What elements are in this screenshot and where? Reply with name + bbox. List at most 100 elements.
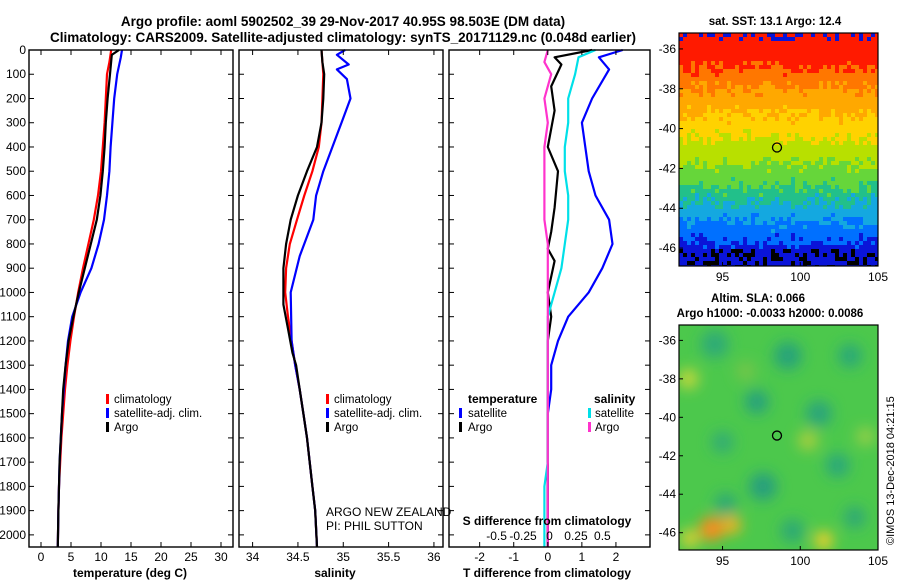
sst-cell <box>743 241 748 246</box>
sst-cell <box>683 145 688 150</box>
t-difference-xlabel: T difference from climatology <box>463 566 631 580</box>
sst-cell <box>731 225 736 230</box>
sst-cell <box>719 249 724 254</box>
sst-cell <box>759 145 764 150</box>
sst-cell <box>859 57 864 62</box>
sst-cell <box>867 185 872 190</box>
sst-cell <box>875 33 878 38</box>
sst-cell <box>843 161 848 166</box>
sst-cell <box>767 109 772 114</box>
sst-cell <box>703 249 708 254</box>
sst-cell <box>683 113 688 118</box>
sst-cell <box>843 213 848 218</box>
sst-cell <box>863 45 868 50</box>
sst-cell <box>859 257 864 262</box>
sst-cell <box>835 225 840 230</box>
sst-cell <box>815 137 820 142</box>
sst-cell <box>727 37 732 42</box>
sst-cell <box>803 65 808 70</box>
sst-cell <box>707 177 712 182</box>
sst-cell <box>871 249 876 254</box>
sst-cell <box>751 257 756 262</box>
sst-cell <box>755 225 760 230</box>
sst-cell <box>827 161 832 166</box>
sst-cell <box>859 225 864 230</box>
sst-cell <box>811 49 816 54</box>
sst-cell <box>723 53 728 58</box>
sst-cell <box>699 253 704 258</box>
sst-cell <box>707 149 712 154</box>
sst-cell <box>743 205 748 210</box>
sst-cell <box>723 41 728 46</box>
sst-cell <box>731 149 736 154</box>
y-tick-label: 1900 <box>0 504 26 518</box>
sst-cell <box>819 245 824 250</box>
sst-cell <box>763 209 768 214</box>
sst-cell <box>823 201 828 206</box>
sst-cell <box>707 81 712 86</box>
sst-cell <box>823 177 828 182</box>
sst-cell <box>771 137 776 142</box>
sst-cell <box>775 89 780 94</box>
sst-cell <box>819 153 824 158</box>
sst-cell <box>859 197 864 202</box>
sst-cell <box>747 73 752 78</box>
sst-cell <box>735 241 740 246</box>
sst-cell <box>847 157 852 162</box>
sst-cell <box>803 193 808 198</box>
sst-cell <box>731 121 736 126</box>
sst-cell <box>739 193 744 198</box>
sst-cell <box>831 257 836 262</box>
sst-cell <box>747 81 752 86</box>
s-tick-label: -0.25 <box>509 529 537 543</box>
sst-cell <box>763 213 768 218</box>
sst-cell <box>779 81 784 86</box>
s-tick-label: -0.5 <box>486 529 507 543</box>
sst-cell <box>787 61 792 66</box>
sst-cell <box>695 45 700 50</box>
sst-cell <box>691 233 696 238</box>
sst-cell <box>863 149 868 154</box>
sla-blob <box>856 427 875 446</box>
sst-cell <box>795 137 800 142</box>
sst-cell <box>839 193 844 198</box>
sst-cell <box>795 197 800 202</box>
sst-cell <box>767 85 772 90</box>
sst-cell <box>859 185 864 190</box>
sst-cell <box>763 185 768 190</box>
sst-cell <box>695 257 700 262</box>
sst-cell <box>795 225 800 230</box>
sst-cell <box>743 69 748 74</box>
sst-cell <box>731 181 736 186</box>
sst-cell <box>751 253 756 258</box>
sst-cell <box>683 65 688 70</box>
sst-cell <box>855 261 860 266</box>
sst-cell <box>871 217 876 222</box>
sst-cell <box>691 77 696 82</box>
sst-cell <box>835 157 840 162</box>
sla-x-tick-label: 105 <box>868 554 888 568</box>
sst-cell <box>779 113 784 118</box>
sst-cell <box>839 105 844 110</box>
sst-cell <box>723 201 728 206</box>
sst-cell <box>691 249 696 254</box>
sst-cell <box>735 117 740 122</box>
sst-cell <box>687 109 692 114</box>
sst-cell <box>703 253 708 258</box>
sst-cell <box>707 193 712 198</box>
sst-cell <box>875 157 878 162</box>
sst-cell <box>867 245 872 250</box>
sst-cell <box>851 93 856 98</box>
sst-cell <box>819 205 824 210</box>
sst-cell <box>703 257 708 262</box>
sst-cell <box>771 129 776 134</box>
sst-cell <box>827 109 832 114</box>
sst-cell <box>763 241 768 246</box>
sst-cell <box>843 69 848 74</box>
sst-cell <box>687 61 692 66</box>
sst-cell <box>835 217 840 222</box>
sst-cell <box>835 209 840 214</box>
sst-cell <box>863 197 868 202</box>
sst-cell <box>699 101 704 106</box>
sst-cell <box>767 205 772 210</box>
